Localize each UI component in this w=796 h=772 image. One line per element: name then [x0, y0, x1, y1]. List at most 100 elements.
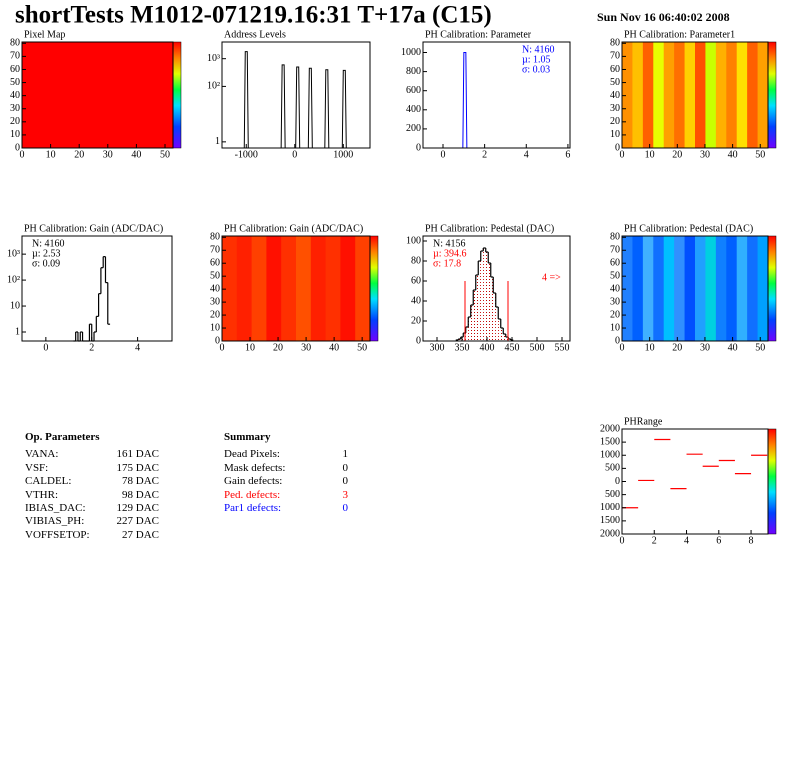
x-tick-label: 1000	[333, 149, 353, 160]
bar-fill	[500, 328, 504, 341]
x-tick-label: 2	[482, 149, 487, 160]
heatmap-stripe	[705, 236, 717, 341]
x-tick-label: 30	[700, 149, 710, 160]
x-tick-label: 4	[135, 342, 140, 353]
heatmap-stripe	[747, 42, 759, 148]
heatmap-stripe	[663, 236, 675, 341]
x-tick-label: 50	[755, 149, 765, 160]
x-tick-label: 40	[131, 149, 141, 160]
x-tick-label: 500	[530, 342, 545, 353]
heatmap-stripe	[632, 42, 644, 148]
heatmap-stripe	[705, 42, 717, 148]
x-tick-label: 0	[292, 149, 297, 160]
spike	[462, 52, 468, 149]
y-tick-label: 1500	[600, 436, 620, 447]
summary-value: 0	[342, 501, 349, 514]
param-row: VIBIAS_PH: 227 DAC	[25, 515, 165, 528]
heatmap-stripe	[674, 42, 686, 148]
y-tick-label: 0	[615, 142, 620, 153]
heatmap-stripe	[653, 42, 665, 148]
summary: Summary Dead Pixels: 1 Mask defects: 0 Gain d…	[224, 431, 354, 515]
colorbar	[172, 41, 182, 149]
y-tick-label: 0	[15, 142, 20, 153]
y-tick-label: 80	[610, 38, 620, 49]
y-tick-label: 2000	[600, 528, 620, 539]
y-tick-label: 60	[610, 258, 620, 269]
x-tick-label: 20	[672, 342, 682, 353]
y-tick-label: 40	[210, 283, 220, 294]
heatmap-stripe	[736, 42, 748, 148]
y-tick-label: 10	[210, 322, 220, 333]
y-tick-label: 80	[610, 232, 620, 243]
x-tick-label: 0	[220, 342, 225, 353]
colorbar	[767, 235, 777, 342]
summary-row: Dead Pixels: 1	[224, 448, 354, 461]
param-row: IBIAS_DAC: 129 DAC	[25, 502, 165, 515]
param-name: VOFFSETOP:	[25, 528, 90, 541]
y-tick-label: 80	[411, 255, 421, 266]
heatmap-stripe	[22, 42, 174, 148]
y-tick-label: 70	[210, 245, 220, 256]
bar-fill	[458, 339, 461, 341]
x-tick-label: 0	[620, 535, 625, 546]
panel-title: PH Calibration: Pedestal (DAC)	[425, 223, 554, 234]
heatmap-stripe	[266, 236, 282, 341]
y-tick-label: 10³	[207, 53, 220, 64]
heatmap-stripe	[622, 236, 633, 341]
heatmap-stripe	[281, 236, 297, 341]
summary-value: 0	[342, 475, 349, 488]
y-tick-label: 0	[615, 335, 620, 346]
y-tick-label: 600	[406, 85, 421, 96]
heatmap-stripe	[622, 42, 633, 148]
x-tick-label: 4	[684, 535, 689, 546]
panel-title: PH Calibration: Gain (ADC/DAC)	[224, 223, 363, 234]
y-tick-label: 80	[210, 232, 220, 243]
param-row: CALDEL: 78 DAC	[25, 475, 165, 488]
param-row: VANA: 161 DAC	[25, 448, 165, 461]
summary-value: 1	[342, 448, 349, 461]
y-tick-label: 70	[610, 51, 620, 62]
x-tick-label: 0	[20, 149, 25, 160]
y-tick-label: 1	[15, 326, 20, 337]
heatmap-stripe	[251, 236, 267, 341]
x-tick-label: 6	[716, 535, 721, 546]
x-tick-label: 40	[728, 342, 738, 353]
x-tick-label: 0	[43, 342, 48, 353]
param-name: IBIAS_DAC:	[25, 501, 86, 514]
bar-fill	[478, 261, 481, 341]
summary-label: Ped. defects:	[224, 488, 281, 501]
frame-border	[21, 41, 174, 149]
heatmap-stripe	[325, 236, 341, 341]
param-value: 175 DAC	[116, 461, 159, 474]
x-tick-label: 450	[505, 342, 520, 353]
y-tick-label: 20	[210, 309, 220, 320]
y-tick-label: 40	[610, 283, 620, 294]
spike	[307, 67, 313, 149]
panel-title: Address Levels	[224, 29, 286, 40]
bar-fill	[488, 263, 491, 341]
frame-border	[621, 41, 769, 149]
x-tick-label: 2	[652, 535, 657, 546]
y-tick-label: 80	[10, 38, 20, 49]
x-tick-label: 300	[430, 342, 445, 353]
spike	[341, 69, 347, 149]
stat: σ: 0.03	[522, 64, 550, 75]
heatmap-stripe	[674, 236, 686, 341]
bar-fill	[475, 275, 479, 341]
y-tick-label: 20	[411, 315, 421, 326]
heatmap-stripe	[236, 236, 253, 341]
bar-fill	[485, 252, 489, 341]
y-tick-label: 0	[615, 476, 620, 487]
panel-title: PH Calibration: Gain (ADC/DAC)	[24, 223, 163, 234]
x-tick-label: 30	[301, 342, 311, 353]
param-name: VTHR:	[25, 488, 58, 501]
summary-row: Par1 defects: 0	[224, 502, 354, 515]
summary-label: Par1 defects:	[224, 501, 282, 514]
frame-border	[422, 41, 571, 149]
x-tick-label: 550	[555, 342, 570, 353]
heatmap-stripe	[715, 236, 727, 341]
x-tick-label: 350	[455, 342, 470, 353]
x-tick-label: 0	[620, 149, 625, 160]
y-tick-label: 50	[610, 77, 620, 88]
colorbar	[767, 428, 777, 535]
